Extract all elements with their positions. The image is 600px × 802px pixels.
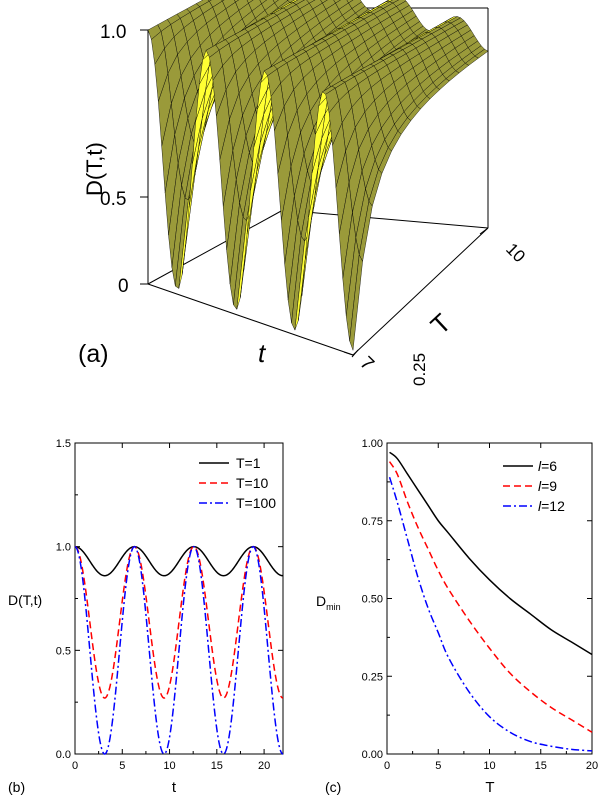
panel-c-y-tick-label: 1.00 <box>362 438 383 450</box>
panel-c-ticks: 0 5 10 15 20 0.00 0.25 0.50 0.75 1.00 <box>362 438 599 772</box>
panel-a-T-axis-label: T <box>425 308 457 341</box>
panel-b-y-tick-label: 0.5 <box>56 645 71 657</box>
panel-c-x-axis-label: T <box>485 779 494 796</box>
panel-c-y-tick-label: 0.25 <box>362 671 383 683</box>
panel-a-t-axis-label: t <box>258 338 267 368</box>
panel-c-x-tick-label: 10 <box>483 760 495 772</box>
panel-a-z-tick-05: 0.5 <box>100 189 126 210</box>
panel-c-series-line-2 <box>388 461 593 733</box>
panel-b-series-line-1 <box>74 545 284 577</box>
panel-a-T-tick-10: 10 <box>502 239 529 266</box>
panel-c-x-tick-label: 0 <box>384 760 390 772</box>
panel-b-x-tick-label: 0 <box>72 760 78 772</box>
panel-b-x-tick-label: 15 <box>211 760 223 772</box>
panel-c-y-axis-label: Dmin <box>316 593 341 612</box>
panel-a-t-tick-7: 7 <box>355 353 377 375</box>
panel-a-panel-label: (a) <box>78 340 109 368</box>
panel-b-ticks: 0 5 10 15 20 0.0 0.5 1.0 1.5 <box>56 438 283 772</box>
panel-a-z-axis-label: D(T,t) <box>82 142 107 196</box>
panel-b-panel-label: (b) <box>8 779 25 795</box>
panel-c-x-tick-label: 20 <box>586 760 598 772</box>
panel-a-surface <box>147 0 489 351</box>
panel-c-y-axis-label-sub: min <box>326 602 341 612</box>
panel-a-z-tick-0: 0 <box>118 276 129 297</box>
panel-c-legend: l=6 l=9 l=12 <box>503 458 565 514</box>
panel-c-line-chart: 0 5 10 15 200.000.250.500.751.00 l=6l=9l=12 … <box>316 438 598 796</box>
panel-c-y-tick-label: 0.00 <box>362 749 383 761</box>
panel-b-legend: T=1 T=10 T=100 <box>199 455 276 511</box>
panel-b-legend-label: T=100 <box>236 495 276 511</box>
panel-c-y-axis-label-main: D <box>316 593 326 609</box>
panel-c-y-tick-label: 0.50 <box>362 594 383 606</box>
panel-b-x-tick-label: 20 <box>258 760 270 772</box>
panel-b-x-axis-label: t <box>172 779 177 796</box>
panel-c-y-tick-label: 0.75 <box>362 516 383 528</box>
panel-b-x-tick-label: 10 <box>163 760 175 772</box>
panel-b-series-line-2 <box>74 545 284 699</box>
panel-b-line-chart: 0 5 10 15 20 0.0 0.5 1.0 1.5 T=1 T=10 T=100 D(T,t)… <box>8 438 284 796</box>
panel-b-y-tick-label: 1.0 <box>56 542 71 554</box>
panel-c-legend-label: l=12 <box>538 498 565 514</box>
panel-c-series-line-3 <box>388 476 593 752</box>
panel-c-legend-label: l=9 <box>538 478 557 494</box>
panel-c-series-line-1 <box>389 451 593 656</box>
panel-a-surface-facet <box>349 254 363 351</box>
panel-c-x-tick-label: 5 <box>435 760 441 772</box>
panel-b-y-tick-label: 0.0 <box>56 749 71 761</box>
panel-b-legend-label: T=1 <box>236 455 261 471</box>
panel-b-series-lines <box>74 545 284 755</box>
panel-a-T-tick-025: 0.25 <box>410 353 429 386</box>
panel-a-z-tick-1: 1.0 <box>100 22 126 43</box>
panel-b-y-axis-label: D(T,t) <box>8 592 42 608</box>
panel-c-panel-label: (c) <box>325 779 341 795</box>
panel-c-series-lines <box>388 451 593 752</box>
panel-a-surface-plot: 1.0 0.5 0 D(T,t) (a) t 7 T 0.25 10 <box>78 0 529 386</box>
panel-c-x-tick-label: 15 <box>535 760 547 772</box>
panel-b-x-tick-label: 5 <box>119 760 125 772</box>
panel-b-legend-label: T=10 <box>236 475 269 491</box>
panel-b-series-line-3 <box>74 545 284 755</box>
panel-b-y-tick-label: 1.5 <box>56 438 71 450</box>
panel-a-axis-ticks <box>140 29 489 358</box>
panel-c-legend-label: l=6 <box>538 458 557 474</box>
